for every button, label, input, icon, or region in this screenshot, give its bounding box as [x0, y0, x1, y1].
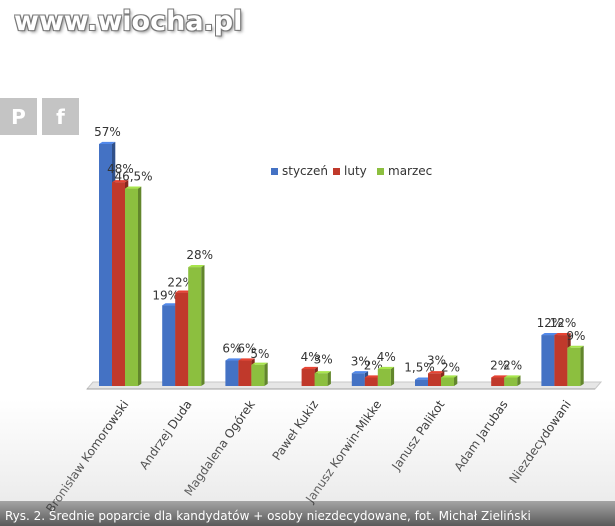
- bar-side-5-2: [454, 375, 458, 386]
- data-label-6-2: 2%: [503, 359, 522, 373]
- bar-side-2-2: [264, 362, 268, 386]
- legend-label-2: marzec: [388, 164, 432, 178]
- data-label-1-1: 22%: [167, 276, 194, 290]
- data-label-3-1: 4%: [301, 350, 320, 364]
- data-label-2-1: 6%: [237, 342, 256, 356]
- bar-top-4-0: [351, 371, 369, 374]
- data-label-2-2: 5%: [250, 347, 269, 361]
- legend-swatch-0: [271, 168, 278, 175]
- bar-top-2-2: [251, 362, 268, 365]
- bar-6-2: [504, 377, 518, 386]
- pinterest-share-button[interactable]: P: [0, 98, 37, 135]
- data-label-7-0: 12%: [537, 316, 564, 330]
- bar-side-0-2: [138, 186, 142, 386]
- bar-4-2: [377, 369, 391, 386]
- data-label-6-1: 2%: [490, 359, 509, 373]
- data-label-0-0: 57%: [94, 125, 121, 139]
- bar-1-1: [175, 292, 189, 386]
- data-label-7-2: 9%: [566, 329, 585, 343]
- data-label-2-0: 6%: [222, 342, 241, 356]
- bar-5-0: [415, 379, 428, 386]
- data-label-5-1: 3%: [427, 353, 446, 367]
- bar-top-0-2: [125, 186, 142, 189]
- data-label-0-1: 48%: [107, 162, 134, 176]
- bar-0-2: [125, 188, 138, 386]
- data-label-1-0: 19%: [152, 288, 179, 302]
- data-label-5-2: 2%: [441, 361, 460, 375]
- category-label-3: Paweł Kukiz: [269, 398, 321, 463]
- data-label-5-0: 1,5%: [404, 361, 435, 375]
- bar-side-6-2: [517, 375, 521, 386]
- bar-0-1: [112, 182, 125, 386]
- bar-top-1-1: [175, 290, 192, 293]
- facebook-share-button[interactable]: f: [42, 98, 79, 135]
- legend-swatch-1: [333, 168, 340, 175]
- bar-side-7-2: [580, 345, 584, 386]
- bar-top-4-2: [377, 366, 395, 370]
- bar-0-0: [99, 144, 112, 386]
- bar-4-0: [351, 373, 365, 386]
- bar-top-1-2: [188, 265, 205, 268]
- bar-top-7-2: [567, 345, 584, 348]
- image-caption: Rys. 2. Średnie poparcie dla kandydatów …: [5, 509, 531, 523]
- bar-top-7-1: [554, 332, 571, 336]
- bar-top-7-0: [541, 332, 558, 336]
- bar-top-6-1: [491, 375, 508, 378]
- bar-top-3-2: [314, 371, 331, 374]
- bar-6-1: [491, 377, 505, 386]
- legend-label-1: luty: [344, 164, 367, 178]
- bar-top-0-0: [99, 141, 116, 144]
- bar-side-1-2: [201, 265, 205, 386]
- data-label-4-0: 3%: [351, 354, 370, 368]
- bar-top-1-0: [162, 303, 179, 306]
- category-label-0: Bronisław Komorowski: [43, 398, 131, 516]
- bar-top-0-1: [112, 180, 129, 183]
- caption-bar: [0, 501, 615, 526]
- data-label-3-2: 3%: [314, 352, 333, 366]
- bar-4-1: [364, 377, 378, 386]
- bar-7-1: [554, 335, 568, 386]
- category-label-6: Adam Jarubas: [452, 398, 511, 474]
- bar-side-4-2: [390, 366, 395, 386]
- bar-side-3-2: [327, 371, 331, 386]
- category-label-2: Magdalena Ogórek: [181, 398, 257, 499]
- bar-top-2-1: [238, 358, 255, 361]
- bar-top-5-2: [441, 375, 458, 378]
- data-label-4-2: 4%: [377, 350, 396, 364]
- bar-3-1: [301, 369, 315, 386]
- bar-top-5-0: [415, 377, 432, 380]
- bar-2-1: [238, 360, 252, 386]
- legend-swatch-2: [377, 168, 384, 175]
- bar-5-1: [428, 373, 441, 386]
- category-label-1: Andrzej Duda: [137, 398, 195, 472]
- bar-2-2: [251, 364, 265, 386]
- category-label-7: Niezdecydowani: [506, 398, 574, 486]
- bar-2-0: [225, 360, 239, 386]
- bar-top-6-2: [504, 375, 521, 378]
- data-label-1-2: 28%: [186, 248, 213, 262]
- bar-top-5-1: [428, 371, 445, 374]
- data-label-0-2: 46,5%: [114, 170, 152, 184]
- bar-top-3-1: [301, 366, 318, 370]
- category-label-5: Janusz Palikot: [389, 397, 448, 473]
- bar-top-4-1: [364, 375, 382, 378]
- bar-7-2: [567, 347, 581, 386]
- data-label-7-1: 12%: [550, 316, 577, 330]
- site-watermark: www.wiocha.pl: [14, 6, 243, 37]
- bar-top-2-0: [225, 358, 242, 361]
- legend-label-0: styczeń: [282, 164, 328, 178]
- bar-5-2: [441, 377, 454, 386]
- bar-1-2: [188, 267, 202, 386]
- bar-3-2: [314, 373, 328, 386]
- bar-1-0: [162, 305, 176, 386]
- bar-7-0: [541, 335, 555, 386]
